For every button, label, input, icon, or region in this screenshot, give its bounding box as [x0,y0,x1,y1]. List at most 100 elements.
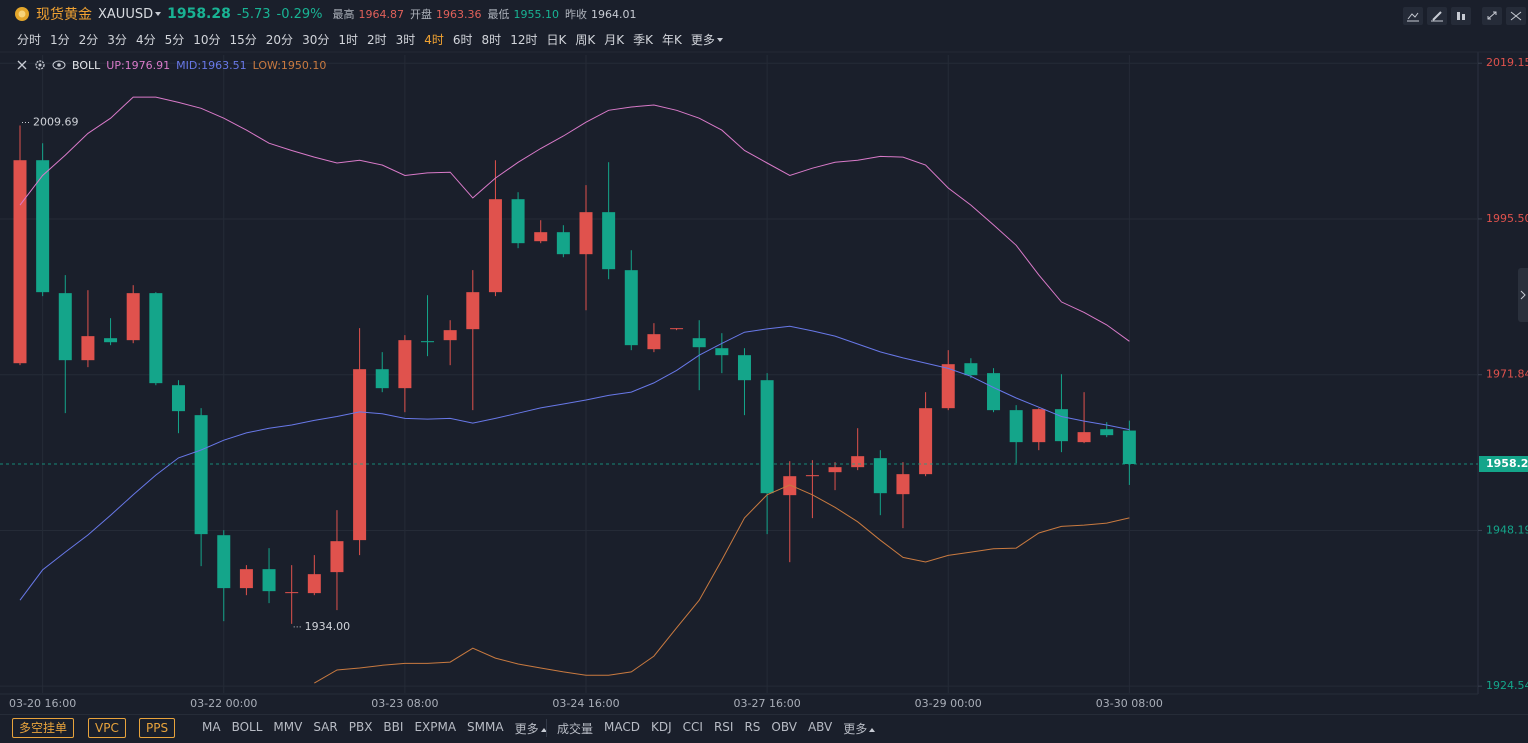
candle-body [1100,429,1114,436]
timeframe-button[interactable]: 周K [575,31,595,48]
x-tick-label: 03-24 16:00 [552,697,619,710]
indicator-label: SMMA [467,720,504,734]
indicator-button[interactable]: MACD [604,720,640,737]
indicator-label: MA [202,720,221,734]
timeframe-button[interactable]: 4分 [136,31,156,48]
timeframe-button[interactable]: 8时 [482,31,502,48]
candle-body [466,292,480,330]
candle-body [941,364,955,409]
timeframe-label: 15分 [229,32,257,47]
timeframe-label: 分时 [17,32,42,47]
timeframe-button[interactable]: 12时 [510,31,537,48]
indicator-button[interactable]: EXPMA [414,720,456,737]
indicator-button[interactable]: 更多 [843,720,876,737]
indicator-group: MA BOLL MMV SAR PBX BBI EXPMA SMMA 更多 [202,720,547,737]
legend-entry: MID:1963.51 [176,58,247,72]
stat-value: 1955.10 [513,7,560,21]
indicator-label: 成交量 [557,722,594,736]
candle-body [511,199,525,244]
timeframe-button[interactable]: 1时 [338,31,358,48]
timeframe-label: 2分 [78,32,99,47]
timeframe-button[interactable]: 5分 [165,31,185,48]
candle-style-button[interactable] [1451,7,1471,25]
indicator-button[interactable]: BOLL [232,720,263,737]
bottom-button[interactable]: 多空挂单 [12,718,75,738]
expand-button[interactable] [1506,7,1526,25]
symbol-select[interactable]: XAUUSD [98,7,162,22]
timeframe-button[interactable]: 3分 [107,31,127,48]
legend-entry: UP:1976.91 [106,58,171,72]
timeframe-label: 12时 [510,32,538,47]
timeframe-button[interactable]: 2分 [79,31,99,48]
indicator-button[interactable]: MMV [273,720,302,737]
timeframe-button[interactable]: 20分 [266,31,293,48]
dropdown-caret [869,727,876,732]
candle-body [556,232,570,255]
visibility-icon[interactable] [52,59,66,71]
timeframe-label: 4分 [135,32,156,47]
timeframe-button[interactable]: 15分 [230,31,257,48]
stat-value: 1963.36 [436,7,482,21]
indicator-button[interactable]: PBX [349,720,373,737]
indicator-label: 更多 [843,722,868,736]
bottom-button[interactable]: VPC [88,718,126,738]
indicator-button[interactable]: SAR [313,720,337,737]
timeframe-label: 年K [661,32,682,47]
candle-body [330,541,344,573]
candle-body [194,415,208,535]
settings-icon[interactable] [34,59,46,71]
icon [1510,11,1522,21]
bottom-button[interactable]: PPS [139,718,176,738]
timeframe-button[interactable]: 月K [604,31,624,48]
timeframe-button[interactable]: 10分 [193,31,220,48]
stat-label: 昨收 [565,8,587,21]
indicator-button[interactable]: MA [202,720,221,737]
timeframe-button[interactable]: 30分 [302,31,329,48]
legend-entry: LOW:1950.10 [252,58,327,72]
close-icon[interactable] [16,59,28,71]
indicator-button[interactable]: BBI [383,720,403,737]
timeframe-button[interactable]: 分时 [17,31,41,48]
timeframe-button[interactable]: 2时 [367,31,387,48]
timeframe-button[interactable]: 更多 [691,31,723,48]
indicator-button[interactable]: 成交量 [557,720,593,737]
fullscreen-button[interactable] [1482,7,1502,25]
side-panel-tab[interactable] [1518,268,1528,322]
draw-button[interactable] [1427,7,1447,25]
last-price-label: 1958.28 [1486,457,1528,470]
candle-body [1077,432,1091,443]
indicator-label: SAR [313,720,338,734]
indicator-button[interactable]: SMMA [467,720,504,737]
stat-label: 最高 [332,8,355,21]
candle-body [760,380,774,494]
stat-value: 1964.01 [591,7,637,21]
indicator-button[interactable]: KDJ [651,720,672,737]
indicator-button[interactable]: OBV [771,720,797,737]
icon [1457,12,1465,20]
timeframe-button[interactable]: 3时 [396,31,416,48]
indicator-button[interactable]: ABV [808,720,832,737]
timeframe-button[interactable]: 1分 [50,31,70,48]
candle-body [398,340,412,389]
timeframe-button[interactable]: 4时 [424,31,444,48]
timeframe-label: 更多 [690,32,715,47]
timeframe-label: 季K [633,32,653,47]
indicator-name: BOLL [72,58,101,72]
timeframe-button[interactable]: 年K [662,31,682,48]
candle-body [579,212,593,255]
timeframe-label: 10分 [193,32,221,47]
indicator-button[interactable]: CCI [683,720,703,737]
timeframe-label: 6时 [452,32,473,47]
indicator-button[interactable]: 更多 [515,720,547,737]
chart-type-button[interactable] [1403,7,1423,25]
indicator-button[interactable]: RS [744,720,760,737]
timeframe-button[interactable]: 日K [546,31,566,48]
extreme-label: 2009.69 [33,116,79,129]
candle-body [353,369,367,541]
candle-body [964,363,978,376]
stat-value: 1964.87 [358,7,405,21]
timeframe-button[interactable]: 季K [633,31,653,48]
indicator-button[interactable]: RSI [714,720,734,737]
timeframe-button[interactable]: 6时 [453,31,473,48]
